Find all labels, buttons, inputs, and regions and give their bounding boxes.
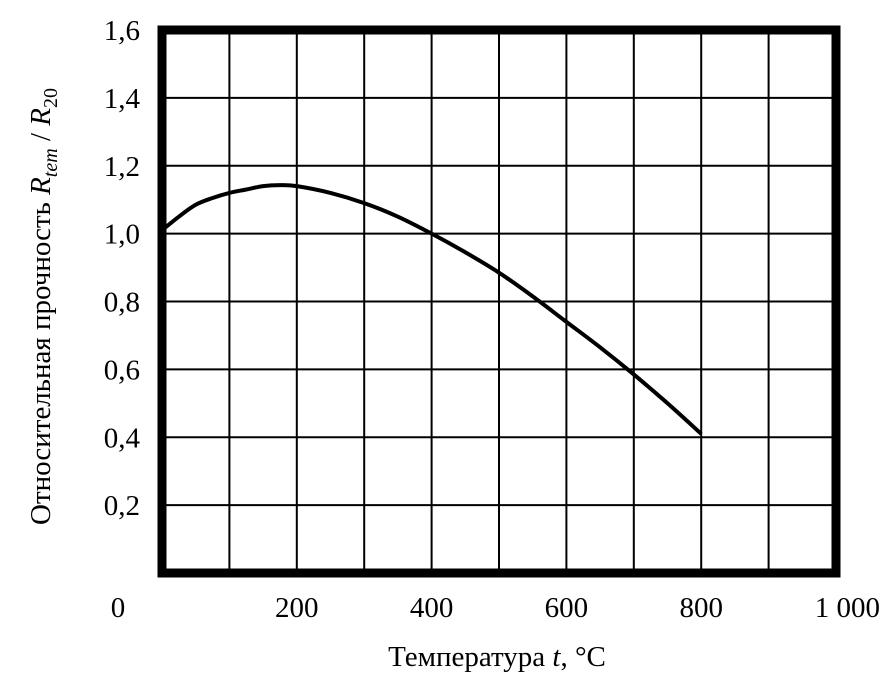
x-tick-label: 800 xyxy=(679,592,723,624)
y-tick-label: 1,4 xyxy=(104,83,141,115)
y-tick-labels: 0,2 0,4 0,6 0,8 1,0 1,2 1,4 1,6 xyxy=(104,15,141,522)
y-axis-title-den-symbol: R xyxy=(25,108,57,127)
y-tick-label: 0,6 xyxy=(104,354,140,386)
x-tick-label: 200 xyxy=(275,592,319,624)
plot-frame xyxy=(157,25,841,578)
y-tick-label: 0,2 xyxy=(104,490,140,522)
grid xyxy=(162,30,836,573)
y-axis-title-num-symbol: R xyxy=(25,177,57,196)
series-line-0 xyxy=(160,183,703,436)
x-tick-label: 1 000 xyxy=(815,592,880,624)
x-tick-label: 600 xyxy=(545,592,589,624)
y-axis-title-prefix: Относительная прочность xyxy=(25,195,57,525)
y-tick-label: 0,8 xyxy=(104,287,140,319)
y-axis-title-den-sub: 20 xyxy=(40,88,62,108)
y-tick-label: 0,4 xyxy=(104,422,141,454)
x-axis-title-suffix: , °C xyxy=(560,641,605,673)
x-tick-labels: 0 200 400 600 800 1 000 xyxy=(111,592,880,624)
x-tick-label: 400 xyxy=(410,592,454,624)
y-tick-label: 1,6 xyxy=(104,15,140,47)
y-axis-title-num-sub: tem xyxy=(40,148,62,177)
series-lines xyxy=(160,183,703,436)
y-axis-title: Относительная прочность Rtem / R20 xyxy=(25,88,62,525)
x-axis-title-symbol: t xyxy=(552,641,561,673)
y-tick-label: 1,2 xyxy=(104,151,140,183)
y-axis-title-separator: / xyxy=(25,126,57,149)
x-axis-title: Температура t, °C xyxy=(388,641,606,673)
x-tick-label: 0 xyxy=(111,592,126,624)
y-tick-label: 1,0 xyxy=(104,219,140,251)
x-axis-title-prefix: Температура xyxy=(388,641,552,673)
